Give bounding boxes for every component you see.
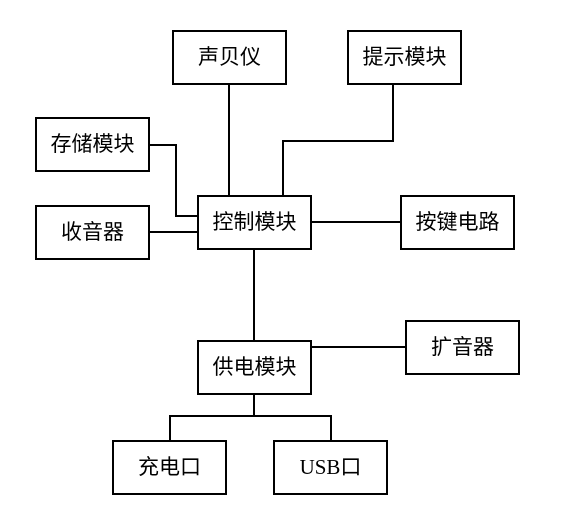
node-loudspeaker: 扩音器 — [405, 320, 520, 375]
node-label: 声贝仪 — [198, 45, 261, 70]
edge-control-power-v — [253, 250, 255, 342]
node-receiver: 收音器 — [35, 205, 150, 260]
node-label: 扩音器 — [431, 335, 494, 360]
edge-keycircuit-h — [312, 221, 402, 223]
edge-prompt-v2 — [282, 140, 284, 197]
edge-receiver-h — [150, 231, 199, 233]
node-label: 按键电路 — [416, 210, 500, 235]
edge-usb-v — [330, 415, 332, 442]
node-label: 提示模块 — [363, 45, 447, 70]
node-usb-port: USB口 — [273, 440, 388, 495]
node-label: 控制模块 — [213, 210, 297, 235]
edge-prompt-v1 — [392, 85, 394, 142]
edge-loudspeaker-h — [312, 346, 407, 348]
node-power-module: 供电模块 — [197, 340, 312, 395]
edge-storage-h2 — [175, 215, 199, 217]
edge-charge-v — [169, 415, 171, 442]
node-decibel-meter: 声贝仪 — [172, 30, 287, 85]
edge-storage-h1 — [150, 144, 177, 146]
block-diagram: 声贝仪 提示模块 存储模块 控制模块 收音器 按键电路 供电模块 扩音器 充电口… — [0, 0, 567, 512]
node-label: 收音器 — [61, 220, 124, 245]
node-storage-module: 存储模块 — [35, 117, 150, 172]
edge-storage-v — [175, 144, 177, 217]
node-key-circuit: 按键电路 — [400, 195, 515, 250]
node-charge-port: 充电口 — [112, 440, 227, 495]
edge-split-h — [169, 415, 332, 417]
edge-power-down — [253, 395, 255, 417]
node-label: 充电口 — [138, 455, 201, 480]
node-prompt-module: 提示模块 — [347, 30, 462, 85]
node-label: 存储模块 — [51, 132, 135, 157]
node-label: USB口 — [300, 455, 362, 480]
edge-decibel-to-control — [228, 85, 230, 195]
node-control-module: 控制模块 — [197, 195, 312, 250]
edge-prompt-h — [282, 140, 394, 142]
node-label: 供电模块 — [213, 355, 297, 380]
